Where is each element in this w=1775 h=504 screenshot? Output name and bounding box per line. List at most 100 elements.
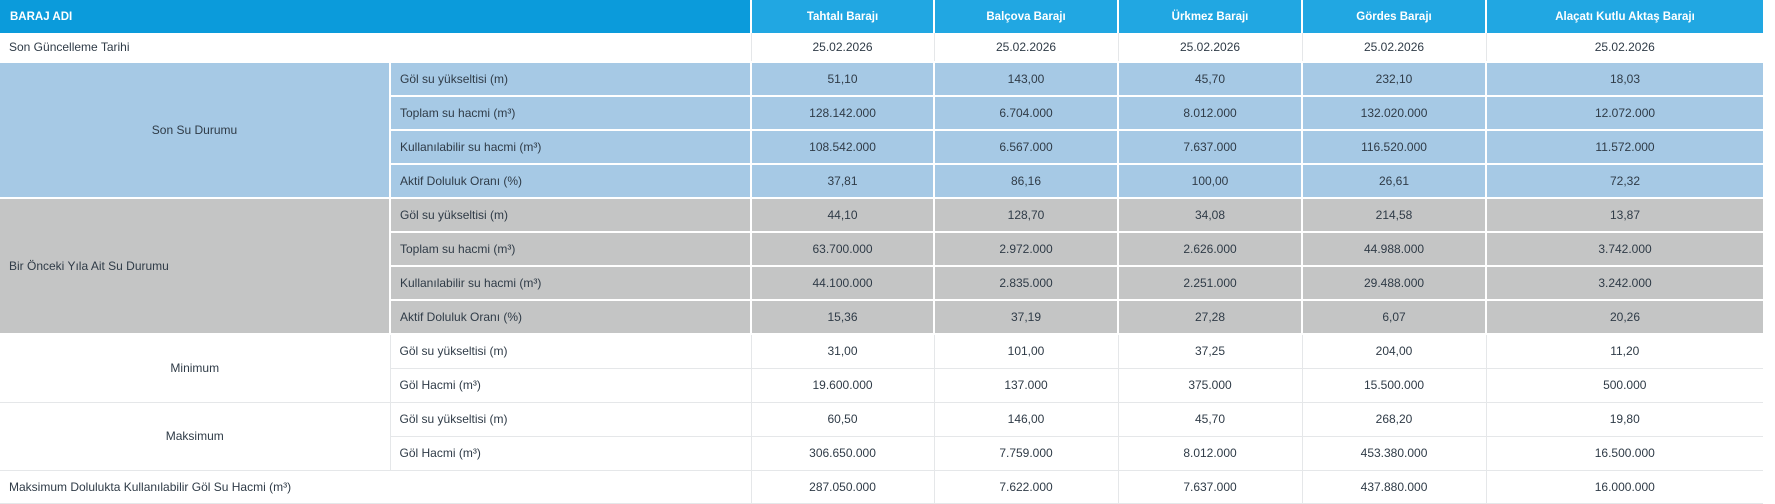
cell-value: 8.012.000 — [1117, 435, 1303, 471]
cell-value: 6,07 — [1301, 299, 1488, 335]
cell-value: 2.835.000 — [933, 265, 1120, 301]
cell-value: 268,20 — [1301, 401, 1487, 437]
cell-value: 500.000 — [1485, 367, 1764, 403]
cell-value: 375.000 — [1117, 367, 1303, 403]
row-label: Kullanılabilir su hacmi (m³) — [390, 129, 753, 165]
cell-value: 137.000 — [933, 367, 1119, 403]
cell-value: 44.100.000 — [750, 265, 936, 301]
column-header-urkmez: Ürkmez Barajı — [1118, 0, 1304, 33]
cell-value: 34,08 — [1117, 197, 1304, 233]
column-header-alacati: Alaçatı Kutlu Aktaş Barajı — [1486, 0, 1764, 33]
cell-value: 86,16 — [933, 163, 1120, 199]
footer-row: Maksimum Dolulukta Kullanılabilir Göl Su… — [0, 469, 1764, 504]
row-label: Göl Hacmi (m³) — [390, 435, 752, 471]
table-header-row: BARAJ ADI Tahtalı Barajı Balçova Barajı … — [0, 0, 1764, 33]
cell-value: 116.520.000 — [1301, 129, 1488, 165]
table-row: Toplam su hacmi (m³) 63.700.000 2.972.00… — [0, 231, 1764, 267]
cell-value: 8.012.000 — [1117, 95, 1304, 131]
cell-value: 128,70 — [933, 197, 1120, 233]
cell-value: 20,26 — [1485, 299, 1764, 335]
table-row: Kullanılabilir su hacmi (m³) 44.100.000 … — [0, 265, 1764, 301]
cell-value: 37,81 — [750, 163, 936, 199]
cell-value: 132.020.000 — [1301, 95, 1488, 131]
table-row: Aktif Doluluk Oranı (%) 37,81 86,16 100,… — [0, 163, 1764, 199]
row-label: Göl su yükseltisi (m) — [389, 401, 752, 437]
corner-header-baraj-adi: BARAJ ADI — [0, 0, 753, 33]
cell-value: 128.142.000 — [750, 95, 936, 131]
cell-value: 3.742.000 — [1485, 231, 1764, 267]
cell-value: 2.972.000 — [933, 231, 1120, 267]
cell-value: 18,03 — [1485, 61, 1764, 97]
cell-value: 72,32 — [1485, 163, 1764, 199]
cell-value: 11.572.000 — [1485, 129, 1764, 165]
cell-value: 63.700.000 — [750, 231, 936, 267]
row-label: Göl su yükseltisi (m) — [388, 197, 753, 233]
table-row: Toplam su hacmi (m³) 128.142.000 6.704.0… — [0, 95, 1764, 131]
table-row: Bir Önceki Yıla Ait Su Durumu Göl su yük… — [0, 197, 1764, 335]
table-row: Maksimum Göl su yükseltisi (m) 60,50 146… — [0, 401, 1764, 471]
cell-value: 6.704.000 — [933, 95, 1120, 131]
cell-value: 306.650.000 — [750, 435, 935, 471]
column-header-balcova: Balçova Barajı — [934, 0, 1120, 33]
cell-value: 12.072.000 — [1485, 95, 1764, 131]
cell-value: 7.637.000 — [1117, 129, 1304, 165]
cell-value: 29.488.000 — [1301, 265, 1488, 301]
cell-value: 19.600.000 — [750, 367, 935, 403]
cell-value: 101,00 — [933, 333, 1119, 369]
cell-value: 37,25 — [1117, 333, 1303, 369]
cell-value: 7.637.000 — [1117, 469, 1303, 504]
cell-value: 16.500.000 — [1485, 435, 1764, 471]
table-row: Aktif Doluluk Oranı (%) 15,36 37,19 27,2… — [0, 299, 1764, 335]
cell-value: 60,50 — [750, 401, 935, 437]
cell-value: 232,10 — [1301, 61, 1488, 97]
cell-value: 44,10 — [750, 197, 936, 233]
cell-value: 7.622.000 — [933, 469, 1119, 504]
row-label: Göl Hacmi (m³) — [390, 367, 752, 403]
cell-value: 3.242.000 — [1485, 265, 1764, 301]
table-row: Son Su Durumu Göl su yükseltisi (m) 51,1… — [0, 61, 1764, 199]
footer-label: Maksimum Dolulukta Kullanılabilir Göl Su… — [0, 469, 752, 504]
cell-value: 25.02.2026 — [933, 33, 1119, 63]
cell-value: 15.500.000 — [1301, 367, 1487, 403]
cell-value: 25.02.2026 — [750, 33, 935, 63]
cell-value: 6.567.000 — [933, 129, 1120, 165]
row-label: Göl su yükseltisi (m) — [388, 61, 753, 97]
cell-value: 453.380.000 — [1301, 435, 1487, 471]
cell-value: 15,36 — [750, 299, 936, 335]
cell-value: 25.02.2026 — [1117, 33, 1303, 63]
section-label-minimum: Minimum — [0, 333, 391, 403]
row-label: Göl su yükseltisi (m) — [389, 333, 752, 369]
cell-value: 44.988.000 — [1301, 231, 1488, 267]
section-label-maksimum: Maksimum — [0, 401, 391, 471]
cell-value: 37,19 — [933, 299, 1120, 335]
cell-value: 45,70 — [1117, 401, 1303, 437]
cell-value: 2.251.000 — [1117, 265, 1304, 301]
section-label-son-su-durumu: Son Su Durumu — [0, 61, 391, 199]
cell-value: 100,00 — [1117, 163, 1304, 199]
table-row: Göl Hacmi (m³) 306.650.000 7.759.000 8.0… — [0, 435, 1764, 471]
cell-value: 51,10 — [750, 61, 936, 97]
cell-value: 214,58 — [1301, 197, 1488, 233]
cell-value: 13,87 — [1485, 197, 1764, 233]
cell-value: 31,00 — [750, 333, 935, 369]
cell-value: 7.759.000 — [933, 435, 1119, 471]
section-label-onceki-yil: Bir Önceki Yıla Ait Su Durumu — [0, 197, 391, 335]
cell-value: 11,20 — [1485, 333, 1764, 369]
update-date-row: Son Güncelleme Tarihi 25.02.2026 25.02.2… — [0, 33, 1764, 63]
table-row: Göl Hacmi (m³) 19.600.000 137.000 375.00… — [0, 367, 1764, 403]
cell-value: 19,80 — [1485, 401, 1764, 437]
row-label: Toplam su hacmi (m³) — [390, 95, 753, 131]
column-header-gordes: Gördes Barajı — [1302, 0, 1488, 33]
cell-value: 2.626.000 — [1117, 231, 1304, 267]
cell-value: 26,61 — [1301, 163, 1488, 199]
cell-value: 287.050.000 — [750, 469, 935, 504]
cell-value: 108.542.000 — [750, 129, 936, 165]
update-date-label: Son Güncelleme Tarihi — [0, 33, 752, 63]
cell-value: 25.02.2026 — [1485, 33, 1764, 63]
cell-value: 437.880.000 — [1301, 469, 1487, 504]
row-label: Aktif Doluluk Oranı (%) — [390, 299, 753, 335]
cell-value: 16.000.000 — [1485, 469, 1764, 504]
cell-value: 146,00 — [933, 401, 1119, 437]
cell-value: 143,00 — [933, 61, 1120, 97]
